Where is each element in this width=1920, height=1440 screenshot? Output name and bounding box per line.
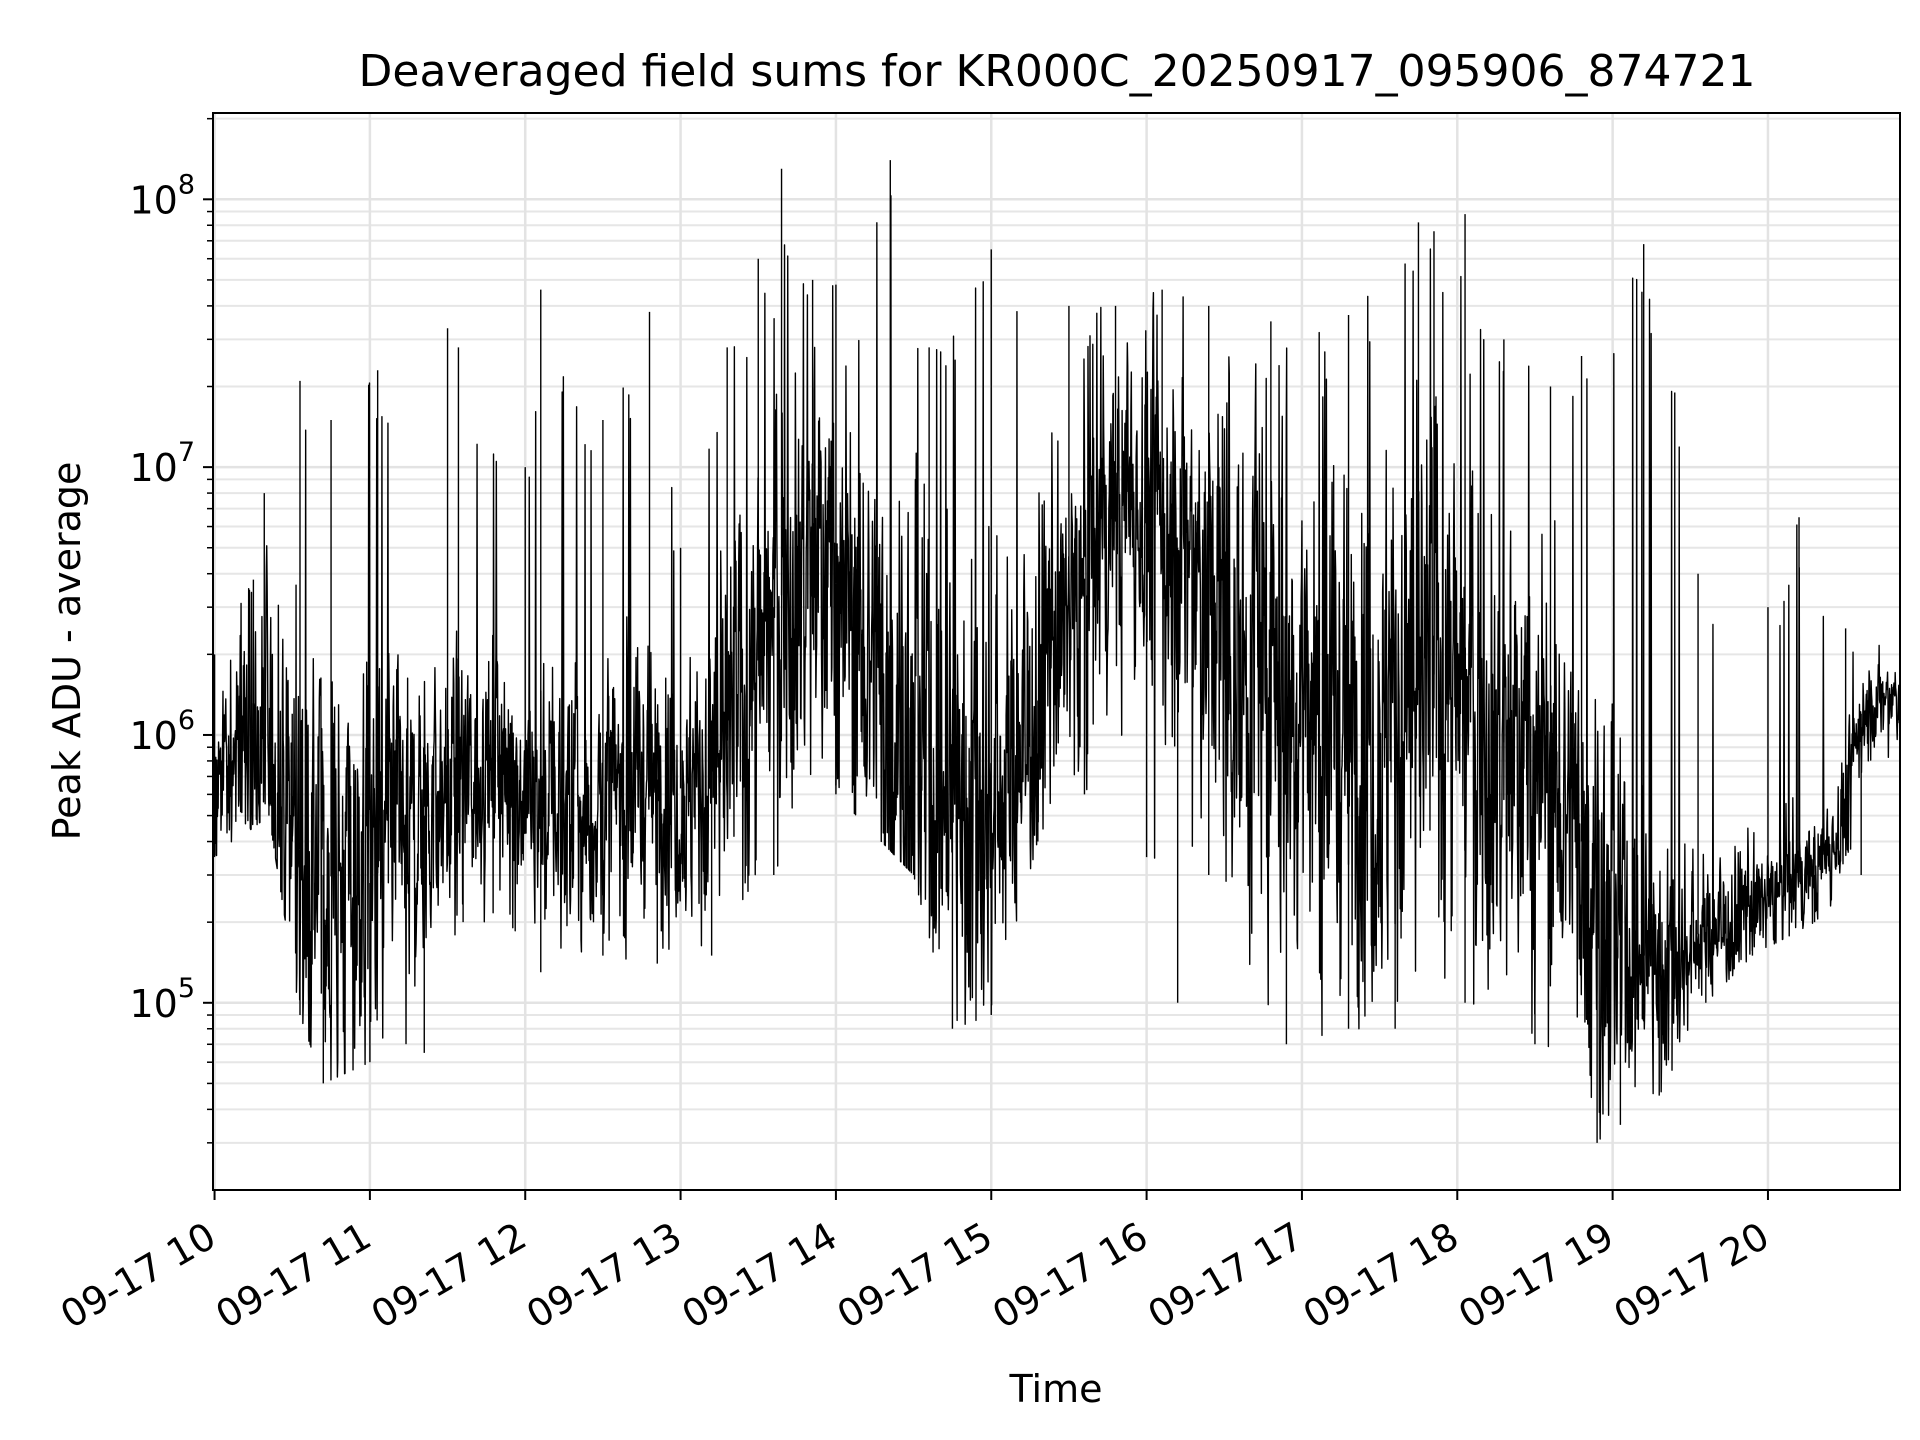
series-layer (213, 195, 1901, 1140)
spike-layer (213, 160, 1901, 1143)
y-tick-label: 108 (129, 169, 195, 222)
plot-area-frame (212, 112, 1901, 1191)
x-axis-label: Time (1009, 1367, 1103, 1411)
chart-title: Deaveraged field sums for KR000C_2025091… (359, 46, 1756, 97)
series-line (213, 195, 1901, 1140)
y-axis-label: Peak ADU - average (45, 462, 89, 841)
